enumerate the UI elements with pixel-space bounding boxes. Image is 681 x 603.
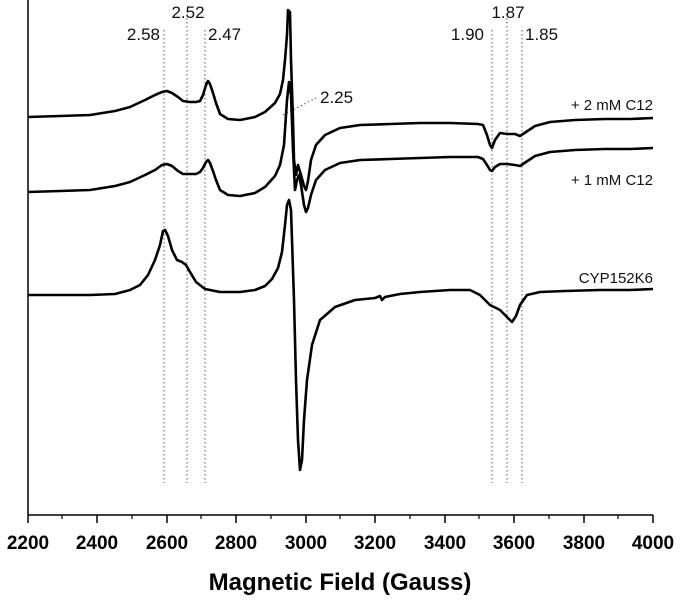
tick-3400: 3400 [424, 533, 466, 554]
tick-3800: 3800 [563, 533, 605, 554]
tick-3600: 3600 [493, 533, 535, 554]
tick-3000: 3000 [285, 533, 327, 554]
trace-labels: + 2 mM C12 + 1 mM C12 CYP152K6 [571, 97, 653, 287]
trace-2mM-C12 [27, 8, 654, 192]
spectrum-traces [27, 8, 654, 472]
g-label-1-87: 1.87 [491, 3, 524, 22]
axes [27, 0, 654, 523]
trace-CYP152K6 [28, 198, 654, 472]
g-label-1-90: 1.90 [451, 25, 484, 44]
tick-2400: 2400 [76, 533, 118, 554]
label-CYP152K6: CYP152K6 [579, 270, 653, 287]
tick-2200: 2200 [7, 533, 49, 554]
g-label-2-52: 2.52 [171, 3, 204, 22]
g-label-2-58: 2.58 [127, 25, 160, 44]
trace-1mM-C12 [27, 80, 654, 214]
x-tick-labels: 2200 2400 2600 2800 3000 3200 3400 3600 … [7, 533, 674, 554]
label-2mM-C12: + 2 mM C12 [571, 97, 653, 114]
g-label-2-47: 2.47 [208, 25, 241, 44]
g-value-labels: 2.58 2.52 2.47 2.25 1.90 1.87 1.85 [127, 3, 558, 107]
g-value-guides [163, 14, 523, 483]
tick-2800: 2800 [215, 533, 257, 554]
tick-2600: 2600 [146, 533, 188, 554]
label-1mM-C12: + 1 mM C12 [571, 172, 653, 189]
g-label-1-85: 1.85 [525, 25, 558, 44]
tick-4000: 4000 [632, 533, 674, 554]
g-label-2-25: 2.25 [320, 88, 353, 107]
tick-3200: 3200 [354, 533, 396, 554]
x-axis-title: Magnetic Field (Gauss) [209, 569, 472, 596]
